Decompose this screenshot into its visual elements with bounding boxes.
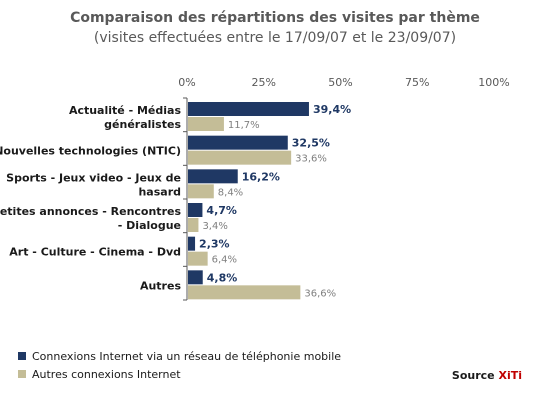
data-label-other: 8,4% [218,187,243,198]
legend-swatch-other [18,370,26,378]
category-label: - Dialogue [118,219,181,232]
data-label-mobile: 4,8% [207,271,238,284]
bar-mobile [188,270,203,285]
category-label: Actualité - Médias [69,104,182,117]
category-label: hasard [138,185,181,198]
chart-subtitle: (visites effectuées entre le 17/09/07 et… [93,30,457,46]
source-brand: XiTi [498,369,522,382]
bar-mobile [188,169,238,184]
bar-mobile [188,236,196,251]
data-label-other: 6,4% [212,255,237,266]
bar-other [188,184,214,199]
legend-item-mobile: Connexions Internet via un réseau de tél… [18,347,341,365]
category-label: Art - Culture - Cinema - Dvd [9,246,181,259]
data-label-other: 3,4% [202,221,227,232]
category-label: généralistes [104,118,181,131]
data-label-mobile: 16,2% [242,170,280,183]
bar-other [188,251,208,266]
x-tick-label: 25% [252,76,276,89]
data-label-other: 11,7% [228,120,260,131]
category-label: Sports - Jeux video - Jeux de [6,171,181,184]
category-label: Nouvelles technologies (NTIC) [0,145,181,158]
x-tick-label: 75% [405,76,429,89]
category-label: Autres [140,279,181,292]
bar-other [188,117,224,131]
chart-title: Comparaison des répartitions des visites… [70,10,480,26]
data-label-other: 36,6% [304,288,336,299]
data-label-other: 33,6% [295,154,327,165]
legend-label-other: Autres connexions Internet [32,367,181,381]
bar-mobile [188,102,309,116]
source-prefix: Source [451,369,499,382]
x-tick-label: 100% [478,76,509,89]
source-credit: Source XiTi [452,369,522,382]
legend-item-other: Autres connexions Internet [18,365,341,383]
data-label-mobile: 32,5% [292,137,330,150]
legend-label-mobile: Connexions Internet via un réseau de tél… [32,349,342,363]
data-label-mobile: 2,3% [199,238,230,251]
x-tick-label: 0% [178,76,195,89]
bar-other [188,285,301,300]
category-label: Petites annonces - Rencontres [0,205,181,218]
bar-other [188,218,199,232]
bar-mobile [188,203,203,217]
bar-other [188,150,292,165]
data-label-mobile: 39,4% [313,103,351,116]
legend-swatch-mobile [18,352,26,360]
data-label-mobile: 4,7% [206,204,237,217]
x-tick-label: 50% [328,76,352,89]
legend: Connexions Internet via un réseau de tél… [18,347,341,383]
bar-mobile [188,135,288,150]
